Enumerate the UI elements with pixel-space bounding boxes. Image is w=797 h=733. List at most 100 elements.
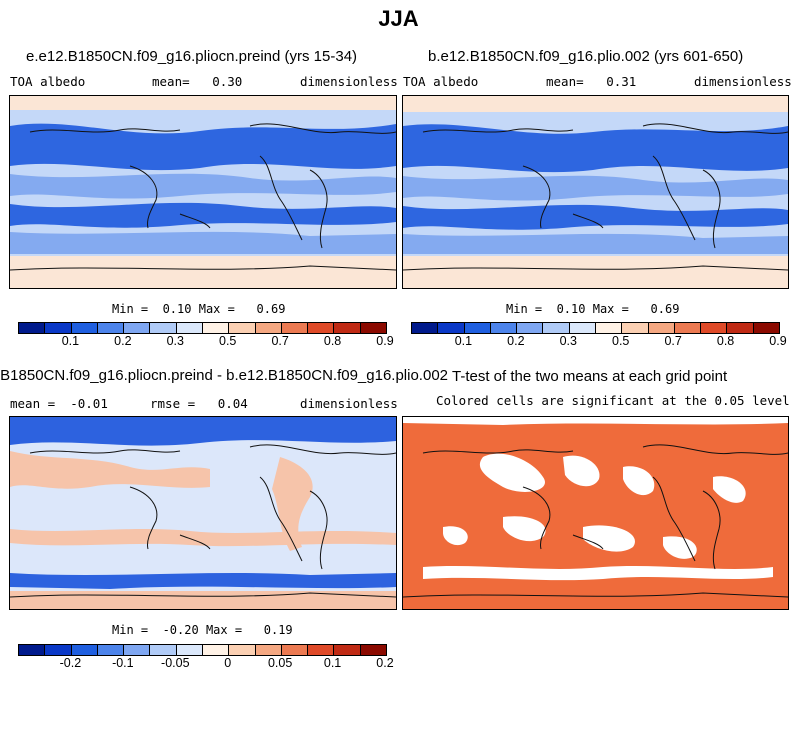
panel-1-min-label: Min = bbox=[112, 302, 149, 316]
colorbar-tick-label: 0.2 bbox=[507, 334, 525, 348]
colorbar-tick-label: 0.5 bbox=[219, 334, 237, 348]
colorbar-segment bbox=[727, 323, 754, 333]
colorbar-segment bbox=[150, 323, 177, 333]
colorbar-tick-label: 0.3 bbox=[166, 334, 184, 348]
colorbar-tick-label: -0.05 bbox=[161, 656, 190, 670]
panel-3-mean-value: -0.01 bbox=[70, 396, 108, 411]
colorbar-3 bbox=[18, 644, 387, 656]
panel-1-units: dimensionless bbox=[300, 74, 398, 89]
panel-3-max-value: 0.19 bbox=[263, 623, 293, 637]
colorbar-tick-label: 0 bbox=[224, 656, 232, 670]
panel-2-min-value: 0.10 bbox=[556, 302, 586, 316]
colorbar-segment bbox=[360, 645, 386, 655]
panel-1-map-svg bbox=[10, 96, 396, 288]
figure-title: JJA bbox=[378, 6, 419, 31]
colorbar-segment bbox=[124, 323, 151, 333]
colorbar-2-ticks: 0.1 0.2 0.3 0.5 0.7 0.8 0.9 bbox=[411, 334, 787, 350]
colorbar-segment bbox=[19, 645, 46, 655]
panel-2-mean: mean= 0.31 bbox=[546, 74, 636, 89]
panel-1-map bbox=[9, 95, 397, 289]
colorbar-segment bbox=[674, 323, 702, 333]
colorbar-segment bbox=[97, 323, 125, 333]
colorbar-tick-label: 0.7 bbox=[664, 334, 682, 348]
panel-3-min-value: -0.20 bbox=[162, 623, 199, 637]
colorbar-tick-label: 0.1 bbox=[61, 334, 80, 348]
colorbar-1 bbox=[18, 322, 387, 334]
colorbar-segment bbox=[176, 323, 203, 333]
panel-2-max-value: 0.69 bbox=[650, 302, 680, 316]
colorbar-tick-label: 0.2 bbox=[376, 656, 394, 670]
colorbar-segment bbox=[229, 645, 256, 655]
panel-1-max-label: Max = bbox=[198, 302, 235, 316]
colorbar-segment bbox=[45, 645, 72, 655]
panel-3-mean: mean = -0.01 bbox=[10, 396, 108, 411]
panel-2-max-label: Max = bbox=[592, 302, 629, 316]
panel-4-map bbox=[402, 416, 789, 610]
colorbar-segment bbox=[124, 645, 151, 655]
colorbar-3-ticks: -0.2 -0.1 -0.05 0 0.05 0.1 0.2 bbox=[18, 656, 394, 672]
colorbar-segment bbox=[176, 645, 203, 655]
colorbar-segment bbox=[202, 645, 230, 655]
panel-2-map-svg bbox=[403, 96, 788, 288]
colorbar-segment bbox=[229, 323, 256, 333]
panel-3-rmse-label: rmse = bbox=[150, 396, 196, 411]
colorbar-2 bbox=[411, 322, 780, 334]
panel-2-units: dimensionless bbox=[694, 74, 792, 89]
panel-3-max-label: Max = bbox=[205, 623, 243, 637]
colorbar-tick-label: 0.9 bbox=[376, 334, 394, 348]
panel-2-min-label: Min = bbox=[506, 302, 543, 316]
panel-3-title: e.e12.B1850CN.f09_g16.pliocn.preind - b.… bbox=[0, 367, 448, 384]
colorbar-segment bbox=[202, 323, 230, 333]
colorbar-segment bbox=[255, 323, 282, 333]
colorbar-segment bbox=[360, 323, 386, 333]
colorbar-segment bbox=[255, 645, 282, 655]
colorbar-tick-label: 0.9 bbox=[769, 334, 787, 348]
panel-3-rmse: rmse = 0.04 bbox=[150, 396, 248, 411]
colorbar-segment bbox=[97, 645, 125, 655]
colorbar-segment bbox=[438, 323, 465, 333]
colorbar-tick-label: 0.2 bbox=[114, 334, 132, 348]
panel-2-mean-value: 0.31 bbox=[606, 74, 637, 89]
colorbar-tick-label: 0.1 bbox=[454, 334, 473, 348]
colorbar-tick-label: 0.1 bbox=[323, 656, 342, 670]
panel-1-title: e.e12.B1850CN.f09_g16.pliocn.preind (yrs… bbox=[26, 48, 358, 65]
panel-1-max-value: 0.69 bbox=[256, 302, 286, 316]
colorbar-segment bbox=[490, 323, 518, 333]
colorbar-segment bbox=[569, 323, 596, 333]
colorbar-tick-label: 0.3 bbox=[559, 334, 577, 348]
panel-3-rmse-value: 0.04 bbox=[217, 396, 248, 411]
colorbar-tick-label: -0.2 bbox=[59, 656, 82, 670]
colorbar-segment bbox=[648, 323, 675, 333]
panel-3-mean-label: mean = bbox=[10, 396, 56, 411]
colorbar-segment bbox=[595, 323, 623, 333]
panel-2-variable: TOA albedo bbox=[403, 74, 479, 89]
colorbar-segment bbox=[71, 323, 98, 333]
colorbar-tick-label: 0.8 bbox=[716, 334, 735, 348]
colorbar-segment bbox=[71, 645, 98, 655]
panel-1-variable: TOA albedo bbox=[10, 74, 86, 89]
panel-1-minmax: Min = 0.10 Max = 0.69 bbox=[112, 302, 285, 316]
panel-1-mean-value: 0.30 bbox=[212, 74, 243, 89]
colorbar-segment bbox=[464, 323, 491, 333]
colorbar-segment bbox=[334, 323, 361, 333]
colorbar-segment bbox=[308, 645, 335, 655]
panel-1-min-value: 0.10 bbox=[162, 302, 192, 316]
colorbar-tick-label: 0.5 bbox=[612, 334, 630, 348]
colorbar-segment bbox=[308, 323, 335, 333]
panel-1-mean-label: mean= bbox=[152, 74, 190, 89]
colorbar-segment bbox=[517, 323, 544, 333]
panel-3-units: dimensionless bbox=[300, 396, 398, 411]
colorbar-tick-label: 0.7 bbox=[271, 334, 289, 348]
colorbar-segment bbox=[412, 323, 439, 333]
panel-2-minmax: Min = 0.10 Max = 0.69 bbox=[506, 302, 679, 316]
panel-3-map-svg bbox=[10, 417, 396, 609]
colorbar-segment bbox=[543, 323, 570, 333]
panel-3-min-label: Min = bbox=[112, 623, 149, 637]
panel-2-mean-label: mean= bbox=[546, 74, 584, 89]
colorbar-segment bbox=[19, 323, 46, 333]
panel-4-map-svg bbox=[403, 417, 788, 609]
colorbar-segment bbox=[281, 645, 309, 655]
panel-4-title: T-test of the two means at each grid poi… bbox=[452, 368, 728, 385]
panel-3-title-clip: e.e12.B1850CN.f09_g16.pliocn.preind - b.… bbox=[0, 367, 448, 387]
colorbar-segment bbox=[701, 323, 728, 333]
